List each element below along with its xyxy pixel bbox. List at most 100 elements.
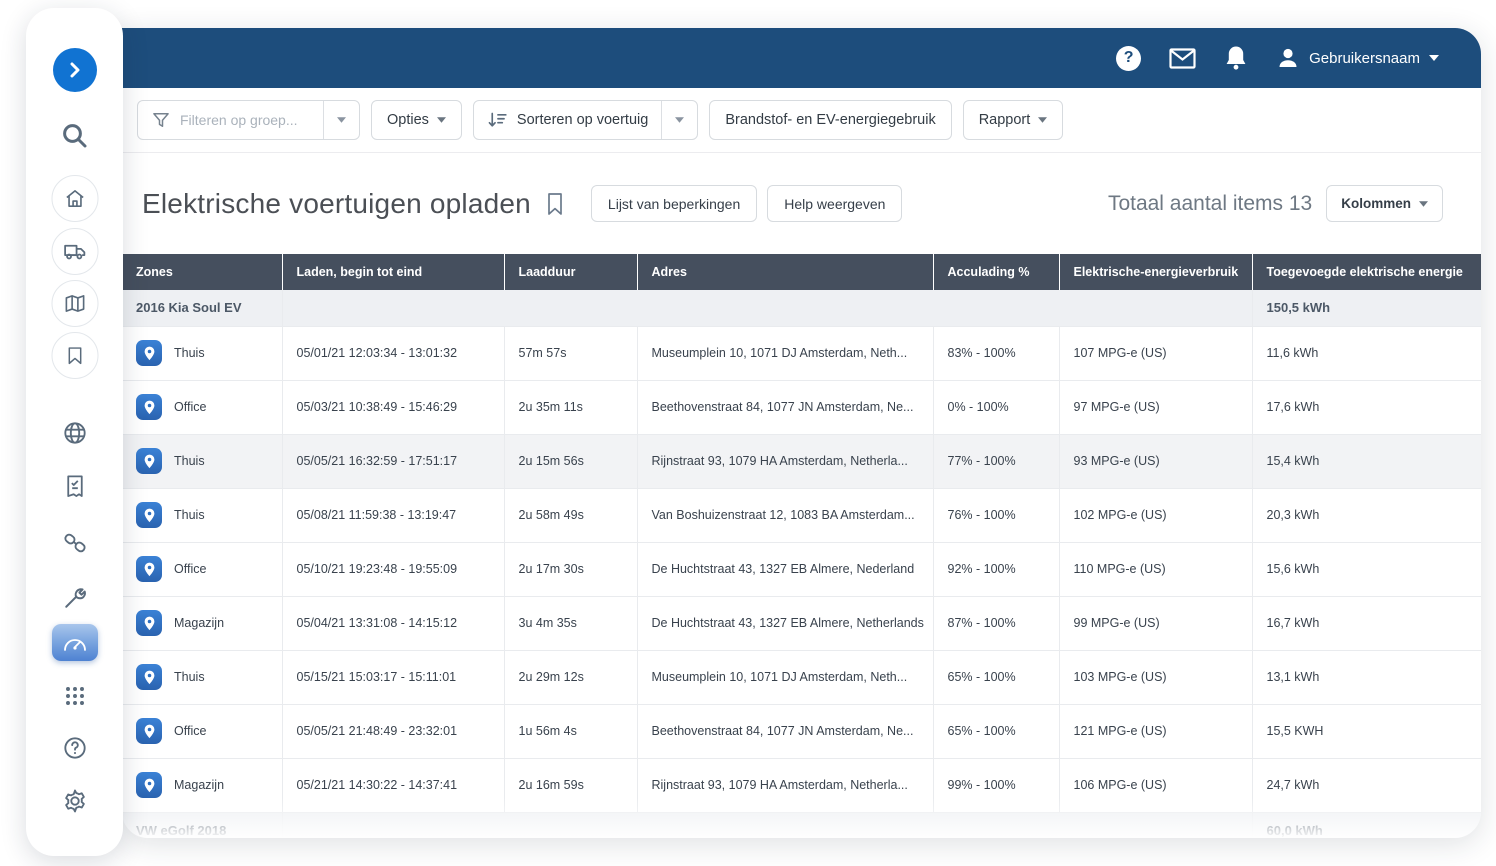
energy-added-cell: 24,7 kWh — [1251, 758, 1481, 813]
zone-pin-icon — [136, 340, 162, 366]
table-row[interactable]: Thuis 05/01/21 12:03:34 - 13:01:32 57m 57s… — [122, 326, 1481, 381]
user-menu[interactable]: Gebruikersnaam — [1276, 46, 1439, 70]
report-label: Rapport — [978, 112, 1031, 128]
column-header[interactable]: Elektrische-energieverbruik — [1058, 254, 1252, 290]
page-title: Elektrische voertuigen opladen — [142, 187, 531, 219]
charge-duration-cell: 2u 17m 30s — [503, 542, 637, 597]
filter-input-segment[interactable] — [138, 101, 323, 139]
top-navbar: ? Gebruikersnaam — [122, 28, 1481, 88]
charge-duration-cell: 57m 57s — [503, 326, 637, 381]
column-header[interactable]: Toegevoegde elektrische energie — [1251, 254, 1481, 290]
chevron-right-icon — [70, 62, 79, 78]
filter-dropdown-caret[interactable] — [323, 101, 359, 139]
restrictions-label: Lijst van beperkingen — [607, 195, 741, 212]
address-cell: Rijnstraat 93, 1079 HA Amsterdam, Nether… — [636, 434, 933, 489]
table-row[interactable]: Office 05/03/21 10:38:49 - 15:46:29 2u 35m… — [122, 380, 1481, 435]
fuel-ev-label: Brandstof- en EV-energiegebruik — [725, 112, 936, 128]
zone-pin-icon — [136, 502, 162, 528]
energy-added-cell: 20,3 kWh — [1251, 488, 1481, 543]
zone-pin-icon — [136, 610, 162, 636]
expand-sidebar-button[interactable] — [52, 48, 97, 92]
table-row[interactable]: Magazijn 05/21/21 14:30:22 - 14:37:41 2u 1… — [122, 758, 1481, 813]
chevron-down-icon — [675, 117, 685, 123]
zone-label: Thuis — [174, 670, 205, 684]
bookmark-icon[interactable] — [51, 332, 98, 379]
group-name: VW eGolf 2018 — [122, 812, 282, 838]
energy-added-cell: 13,1 kWh — [1251, 650, 1481, 705]
charge-duration-cell: 2u 16m 59s — [503, 758, 637, 813]
report-button[interactable]: Rapport — [962, 100, 1064, 140]
charge-duration-cell: 2u 35m 11s — [503, 380, 637, 435]
vehicle-group-row[interactable]: 2016 Kia Soul EV 150,5 kWh — [122, 290, 1481, 327]
energy-consumption-cell: 106 MPG-e (US) — [1058, 758, 1252, 813]
restrictions-list-button[interactable]: Lijst van beperkingen — [590, 185, 758, 222]
apps-icon[interactable] — [61, 682, 89, 710]
table-body: 2016 Kia Soul EV 150,5 kWh Thuis 05/01/21… — [122, 290, 1481, 813]
show-help-button[interactable]: Help weergeven — [767, 185, 903, 222]
table-row[interactable]: Office 05/05/21 21:48:49 - 23:32:01 1u 56m… — [122, 704, 1481, 759]
column-header[interactable]: Acculading % — [932, 254, 1059, 290]
notifications-icon[interactable] — [1224, 45, 1248, 71]
table-row[interactable]: Thuis 05/15/21 15:03:17 - 15:11:01 2u 29m … — [122, 650, 1481, 705]
globe-icon[interactable] — [61, 419, 89, 447]
sort-dropdown-caret[interactable] — [661, 101, 697, 139]
group-spacer — [281, 812, 1252, 838]
favorite-bookmark-icon[interactable] — [545, 192, 565, 216]
zone-label: Office — [174, 562, 207, 576]
user-name: Gebruikersnaam — [1309, 49, 1420, 67]
group-spacer — [281, 290, 1252, 327]
zone-label: Thuis — [174, 454, 205, 468]
table-row[interactable]: Office 05/10/21 19:23:48 - 19:55:09 2u 17m… — [122, 542, 1481, 597]
group-total-energy: 150,5 kWh — [1251, 290, 1481, 327]
help-icon[interactable]: ? — [1116, 45, 1142, 71]
search-icon[interactable] — [60, 121, 90, 151]
zone-cell: Office — [122, 380, 282, 435]
vehicle-group-row-next[interactable]: VW eGolf 2018 60,0 kWh — [122, 812, 1481, 838]
maintenance-icon[interactable] — [61, 584, 89, 612]
column-header[interactable]: Laden, begin tot eind — [281, 254, 504, 290]
vehicles-icon[interactable] — [51, 228, 98, 275]
zone-label: Office — [174, 724, 207, 738]
sort-icon — [488, 112, 507, 127]
address-cell: Beethovenstraat 84, 1077 JN Amsterdam, N… — [636, 704, 933, 759]
zone-label: Magazijn — [174, 778, 225, 792]
energy-added-cell: 17,6 kWh — [1251, 380, 1481, 435]
mail-icon[interactable] — [1169, 47, 1196, 69]
options-button[interactable]: Opties — [371, 100, 462, 140]
zone-cell: Thuis — [122, 650, 282, 705]
sort-button[interactable]: Sorteren op voertuig — [474, 101, 661, 139]
battery-range-cell: 92% - 100% — [932, 542, 1059, 597]
help-icon[interactable] — [61, 734, 89, 762]
columns-label: Kolommen — [1341, 196, 1411, 211]
page-header: Elektrische voertuigen opladen Lijst van… — [122, 153, 1481, 254]
zone-pin-icon — [136, 448, 162, 474]
charge-period-cell: 05/01/21 12:03:34 - 13:01:32 — [281, 326, 504, 381]
table-row[interactable]: Magazijn 05/04/21 13:31:08 - 14:15:12 3u 4… — [122, 596, 1481, 651]
rules-icon[interactable] — [61, 473, 88, 500]
connector-icon[interactable] — [61, 529, 89, 557]
column-header[interactable]: Zones — [122, 254, 282, 290]
energy-added-cell: 15,5 KWH — [1251, 704, 1481, 759]
zone-pin-icon — [136, 664, 162, 690]
charging-table: Zones Laden, begin tot eind Laadduur Adres A… — [122, 254, 1481, 838]
battery-range-cell: 76% - 100% — [932, 488, 1059, 543]
settings-icon[interactable] — [61, 787, 89, 815]
sidebar — [26, 8, 123, 856]
home-icon[interactable] — [51, 175, 98, 222]
group-filter-input[interactable] — [180, 112, 310, 128]
chevron-down-icon — [1429, 55, 1439, 61]
column-header[interactable]: Laadduur — [503, 254, 637, 290]
dashboard-icon[interactable] — [51, 624, 98, 661]
charge-duration-cell: 1u 56m 4s — [503, 704, 637, 759]
group-filter-control[interactable] — [137, 100, 360, 140]
battery-range-cell: 65% - 100% — [932, 650, 1059, 705]
table-row[interactable]: Thuis 05/08/21 11:59:38 - 13:19:47 2u 58m … — [122, 488, 1481, 543]
sort-control[interactable]: Sorteren op voertuig — [472, 100, 699, 140]
column-header[interactable]: Adres — [636, 254, 933, 290]
zone-cell: Magazijn — [122, 758, 282, 813]
address-cell: Van Boshuizenstraat 12, 1083 BA Amsterda… — [636, 488, 933, 543]
map-icon[interactable] — [51, 280, 98, 327]
fuel-ev-report-button[interactable]: Brandstof- en EV-energiegebruik — [709, 100, 952, 140]
table-row[interactable]: Thuis 05/05/21 16:32:59 - 17:51:17 2u 15m … — [122, 434, 1481, 489]
columns-button[interactable]: Kolommen — [1326, 185, 1443, 222]
